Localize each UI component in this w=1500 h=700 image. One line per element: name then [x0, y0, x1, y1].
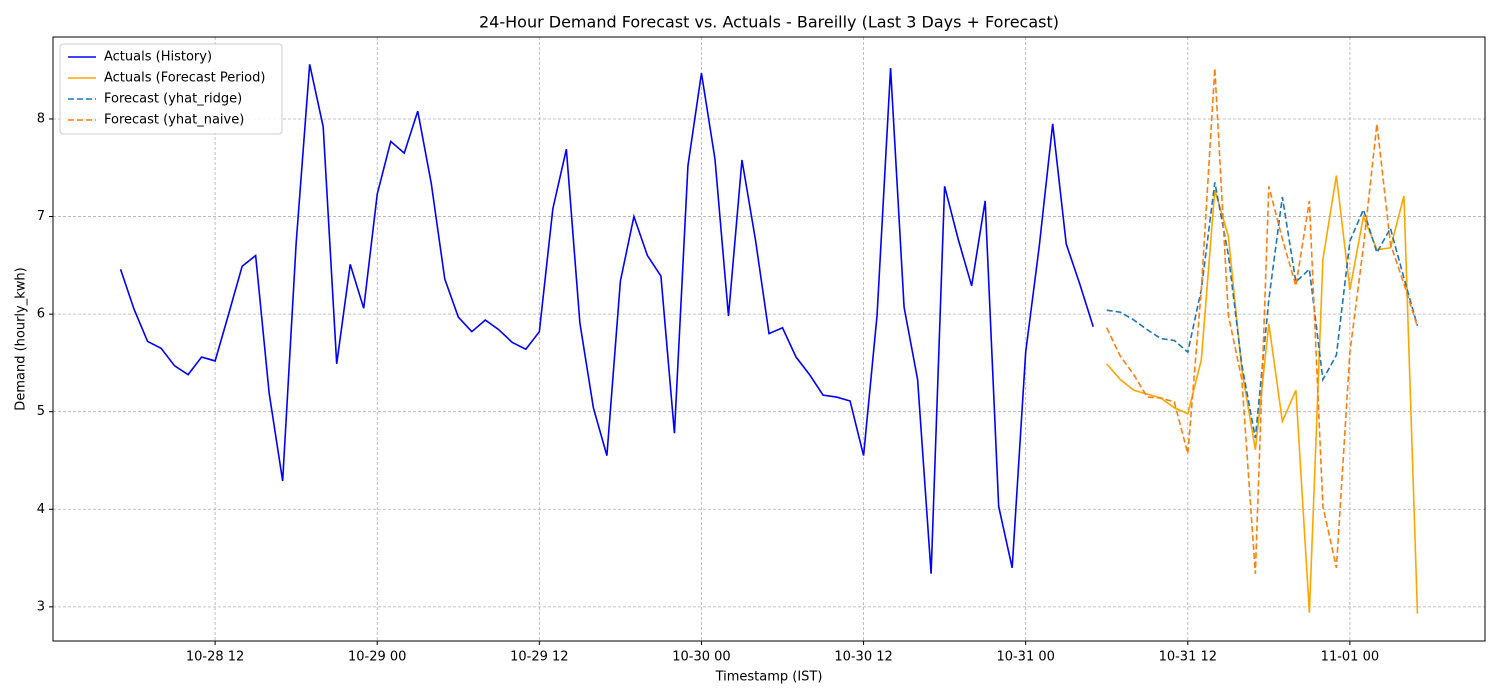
x-tick-label: 10-29 00 — [348, 650, 406, 665]
plot-frame — [52, 36, 1486, 642]
x-tick-label: 10-29 12 — [510, 650, 568, 665]
y-tick-label: 8 — [37, 111, 45, 126]
series-line — [1106, 68, 1419, 574]
x-tick-label: 11-01 00 — [1321, 650, 1379, 665]
x-tick-label: 10-30 00 — [672, 650, 730, 665]
legend-label: Forecast (yhat_ridge) — [104, 92, 242, 107]
y-tick-label: 5 — [37, 404, 45, 419]
legend: Actuals (History) Actuals (Forecast Perio… — [59, 43, 283, 135]
legend-box — [59, 43, 283, 135]
plot-lines — [119, 64, 1419, 614]
x-tick-label: 10-30 12 — [834, 650, 892, 665]
grid: 3 4 5 6 7 8 10-28 12 10-29 00 10-29 12 10-30 00 10… — [37, 37, 1485, 665]
x-tick-label: 10-28 12 — [186, 650, 244, 665]
x-tick-label: 10-31 12 — [1159, 650, 1217, 665]
y-tick-label: 6 — [37, 307, 45, 322]
y-axis-label: Demand (hourly_kwh) — [14, 267, 29, 410]
legend-label: Actuals (Forecast Period) — [104, 71, 265, 86]
series-line — [119, 64, 1094, 574]
legend-label: Forecast (yhat_naive) — [104, 113, 244, 128]
y-tick-label: 4 — [37, 502, 45, 517]
y-tick-label: 3 — [37, 599, 45, 614]
legend-label: Actuals (History) — [104, 50, 212, 65]
x-tick-label: 10-31 00 — [996, 650, 1054, 665]
x-axis-label: Timestamp (IST) — [715, 670, 823, 685]
chart-title: 24-Hour Demand Forecast vs. Actuals - Ba… — [479, 13, 1059, 32]
y-tick-label: 7 — [37, 209, 45, 224]
